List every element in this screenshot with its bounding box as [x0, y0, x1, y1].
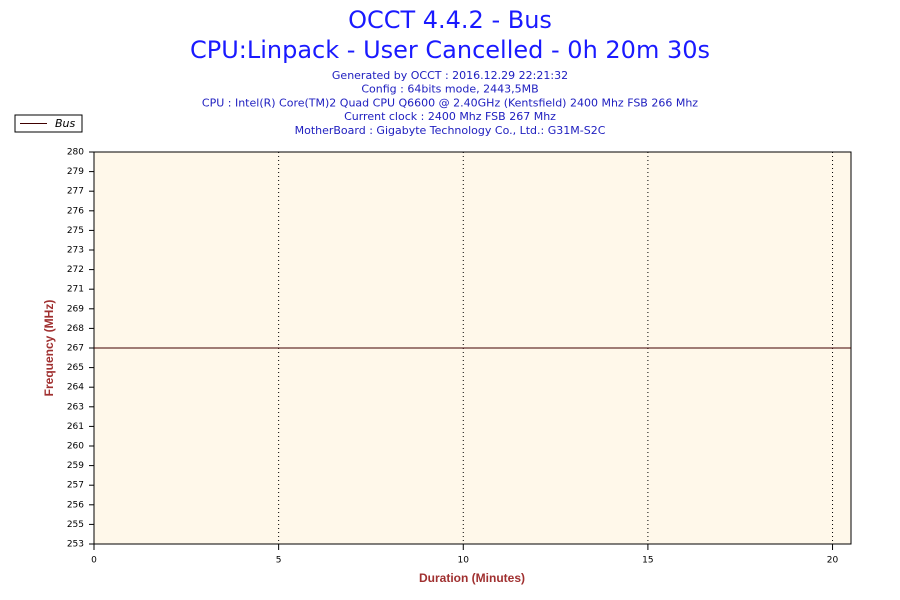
- y-tick-label: 264: [67, 383, 84, 393]
- info-line: Generated by OCCT : 2016.12.29 22:21:32: [332, 69, 568, 82]
- y-tick-label: 261: [67, 422, 84, 432]
- y-tick-label: 280: [67, 148, 84, 158]
- y-tick-label: 273: [67, 246, 84, 256]
- y-tick-label: 276: [67, 206, 84, 216]
- info-line: MotherBoard : Gigabyte Technology Co., L…: [295, 124, 606, 137]
- y-tick-label: 269: [67, 304, 84, 314]
- y-tick-label: 277: [67, 187, 84, 197]
- info-line: CPU : Intel(R) Core(TM)2 Quad CPU Q6600 …: [202, 96, 698, 109]
- x-tick-label: 20: [827, 556, 839, 566]
- y-axis-label: Frequency (MHz): [42, 300, 56, 397]
- legend-box: [14, 114, 83, 133]
- y-tick-label: 268: [67, 324, 84, 334]
- y-tick-label: 260: [67, 442, 84, 452]
- y-tick-label: 271: [67, 285, 84, 295]
- y-tick-label: 257: [67, 481, 84, 491]
- info-line: Config : 64bits mode, 2443,5MB: [361, 83, 538, 96]
- y-tick-label: 279: [67, 167, 84, 177]
- y-tick-label: 263: [67, 402, 84, 412]
- x-axis-label: Duration (Minutes): [419, 571, 525, 585]
- y-tick-label: 253: [67, 540, 84, 550]
- chart-subtitle: CPU:Linpack - User Cancelled - 0h 20m 30…: [190, 36, 710, 64]
- x-tick-label: 5: [276, 556, 282, 566]
- y-tick-label: 267: [67, 344, 84, 354]
- x-tick-label: 15: [642, 556, 653, 566]
- info-line: Current clock : 2400 Mhz FSB 267 Mhz: [344, 110, 556, 123]
- y-tick-label: 275: [67, 226, 84, 236]
- y-tick-label: 256: [67, 500, 84, 510]
- y-tick-label: 265: [67, 363, 84, 373]
- y-tick-label: 272: [67, 265, 84, 275]
- y-tick-label: 255: [67, 520, 84, 530]
- legend-label: Bus: [55, 117, 76, 130]
- x-tick-label: 10: [458, 556, 470, 566]
- x-tick-label: 0: [91, 556, 97, 566]
- chart-title: OCCT 4.4.2 - Bus: [348, 6, 552, 34]
- y-tick-label: 259: [67, 461, 84, 471]
